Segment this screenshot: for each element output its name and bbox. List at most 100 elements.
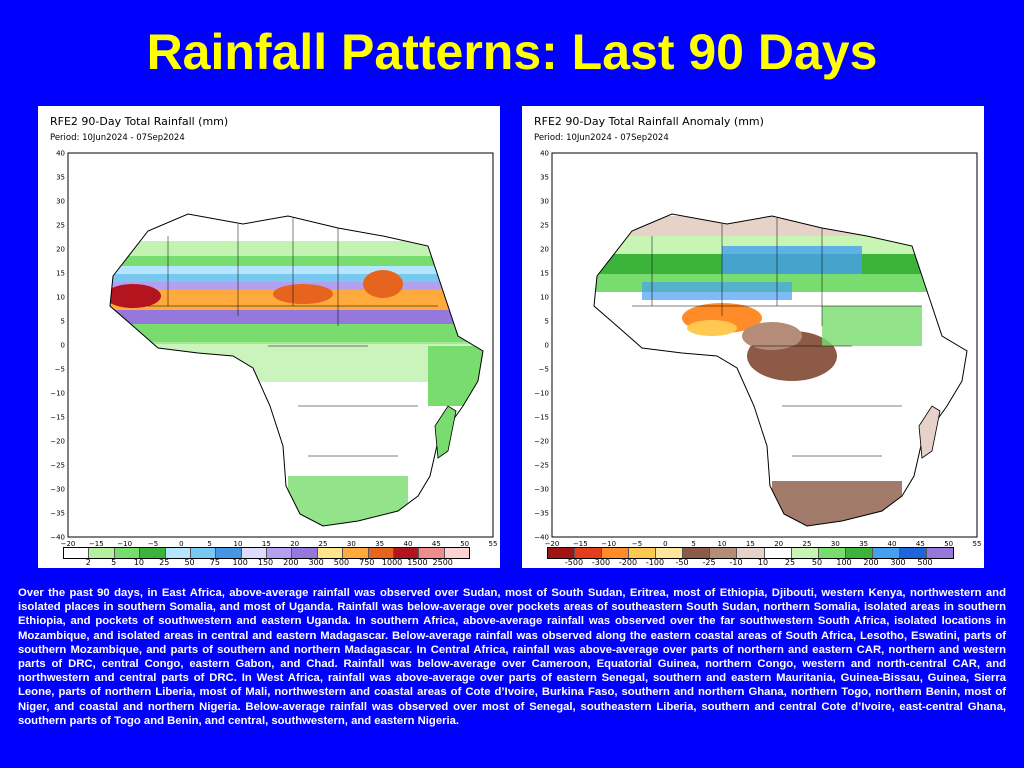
lon-tick-label: 15: [262, 540, 271, 548]
lon-tick-label: 25: [803, 540, 812, 548]
legend-label: 2: [85, 558, 91, 567]
legend-label: -500: [564, 558, 584, 567]
lon-tick-label: 10: [234, 540, 243, 548]
lon-tick-label: 0: [663, 540, 667, 548]
lat-tick-label: 15: [56, 270, 65, 278]
lat-tick-label: −40: [50, 534, 65, 542]
lat-tick-label: 20: [540, 246, 549, 254]
country-borders: [148, 218, 438, 457]
legend-swatch: [89, 548, 115, 558]
lat-tick-label: 20: [56, 246, 65, 254]
legend-label: 2500: [432, 558, 453, 567]
legend-label: 10: [133, 558, 145, 567]
lon-tick-label: 45: [432, 540, 441, 548]
legend-label: -100: [645, 558, 665, 567]
legend-swatch: [629, 548, 657, 558]
lon-tick-label: 55: [489, 540, 498, 548]
lon-tick-label: −10: [601, 540, 616, 548]
lon-tick-label: 35: [859, 540, 868, 548]
legend-swatch: [872, 548, 900, 558]
lat-tick-label: −15: [534, 414, 549, 422]
lon-tick-label: 15: [746, 540, 755, 548]
legend-swatch: [444, 548, 469, 558]
legend-label: 75: [209, 558, 220, 567]
lon-tick-label: 35: [375, 540, 384, 548]
lon-tick-label: 50: [944, 540, 953, 548]
legend-swatch: [737, 548, 765, 558]
longitude-axis-labels: −20 −15 −10 −5 0 5 10 15 20 25 30 35 40 45 50 55: [61, 540, 498, 548]
legend-swatch: [267, 548, 293, 558]
lat-tick-label: −10: [50, 390, 65, 398]
legend-swatch: [899, 548, 927, 558]
lat-tick-label: 10: [56, 294, 65, 302]
map-title: RFE2 90-Day Total Rainfall (mm): [50, 115, 229, 128]
legend-label: 50: [811, 558, 823, 567]
legend-swatch: [190, 548, 217, 558]
lon-tick-label: 30: [831, 540, 840, 548]
lat-tick-label: 40: [540, 150, 549, 158]
legend-label: -300: [591, 558, 611, 567]
madagascar-outline: [434, 405, 457, 459]
lon-tick-label: −5: [148, 540, 158, 548]
lat-tick-label: 25: [540, 222, 549, 230]
legend-label: 300: [890, 558, 906, 567]
legend-label: 300: [308, 558, 324, 567]
legend-swatch: [292, 548, 318, 558]
lat-tick-label: −35: [50, 510, 65, 518]
lat-tick-label: 15: [540, 270, 549, 278]
lat-tick-label: 35: [56, 174, 65, 182]
legend-swatch: [602, 548, 630, 558]
map-period: Period: 10Jun2024 - 07Sep2024: [534, 133, 669, 143]
lon-tick-label: −20: [61, 540, 76, 548]
legend-swatch: [343, 548, 369, 558]
legend-label: 5: [111, 558, 117, 567]
legend-label: 200: [283, 558, 299, 567]
rainfall-total-map-panel: RFE2 90-Day Total Rainfall (mm) Period: …: [38, 106, 500, 568]
legend-swatch: [764, 548, 792, 558]
lon-tick-label: 5: [207, 540, 211, 548]
lon-tick-label: 45: [916, 540, 925, 548]
lat-tick-label: −35: [534, 510, 549, 518]
legend-label: 10: [757, 558, 769, 567]
country-borders: [632, 218, 922, 457]
lat-tick-label: −30: [534, 486, 549, 494]
legend-label: 1000: [381, 558, 403, 567]
summary-text: Over the past 90 days, in East Africa, a…: [18, 587, 1006, 727]
legend-swatch: [926, 548, 953, 558]
lat-tick-label: 25: [56, 222, 65, 230]
lon-tick-label: −15: [573, 540, 588, 548]
rainfall-anomaly-map: 4035302520151050−5−10−15−20−25−30−35−40 …: [534, 150, 982, 549]
lon-tick-label: 10: [718, 540, 727, 548]
lon-tick-label: 30: [347, 540, 356, 548]
rainfall-anomaly-map-panel: RFE2 90-Day Total Rainfall Anomaly (mm) …: [522, 106, 984, 568]
legend-swatch: [419, 548, 445, 558]
africa-coastline: [593, 213, 968, 527]
lon-tick-label: −5: [632, 540, 642, 548]
madagascar-outline: [918, 405, 941, 459]
page-title: Rainfall Patterns: Last 90 Days: [146, 24, 878, 80]
lat-tick-label: −25: [534, 462, 549, 470]
legend-swatch: [683, 548, 711, 558]
legend-label: 100: [836, 558, 852, 567]
legend-swatch: [791, 548, 819, 558]
lat-tick-label: −40: [534, 534, 549, 542]
legend-swatch: [548, 548, 576, 558]
longitude-axis-labels: −20 −15 −10 −5 0 5 10 15 20 25 30 35 40 45 50 55: [545, 540, 982, 548]
legend-label: 200: [863, 558, 879, 567]
legend-swatch: [656, 548, 684, 558]
africa-coastline: [109, 213, 484, 527]
legend-swatch: [165, 548, 191, 558]
lon-tick-label: −20: [545, 540, 560, 548]
legend-label: 500: [917, 558, 933, 567]
legend-swatch: [114, 548, 141, 558]
legend-label: 25: [784, 558, 796, 567]
legend-label: 100: [232, 558, 248, 567]
lat-tick-label: −30: [50, 486, 65, 494]
lon-tick-label: −15: [89, 540, 104, 548]
anomaly-legend-labels: -500 -300 -200 -100 -50 -25 -10 10 25 50 100 200 300…: [547, 558, 952, 568]
lat-tick-label: 0: [545, 342, 549, 350]
legend-label: 50: [184, 558, 195, 567]
lat-tick-label: −25: [50, 462, 65, 470]
legend-swatch: [575, 548, 603, 558]
lat-tick-label: 30: [540, 198, 549, 206]
